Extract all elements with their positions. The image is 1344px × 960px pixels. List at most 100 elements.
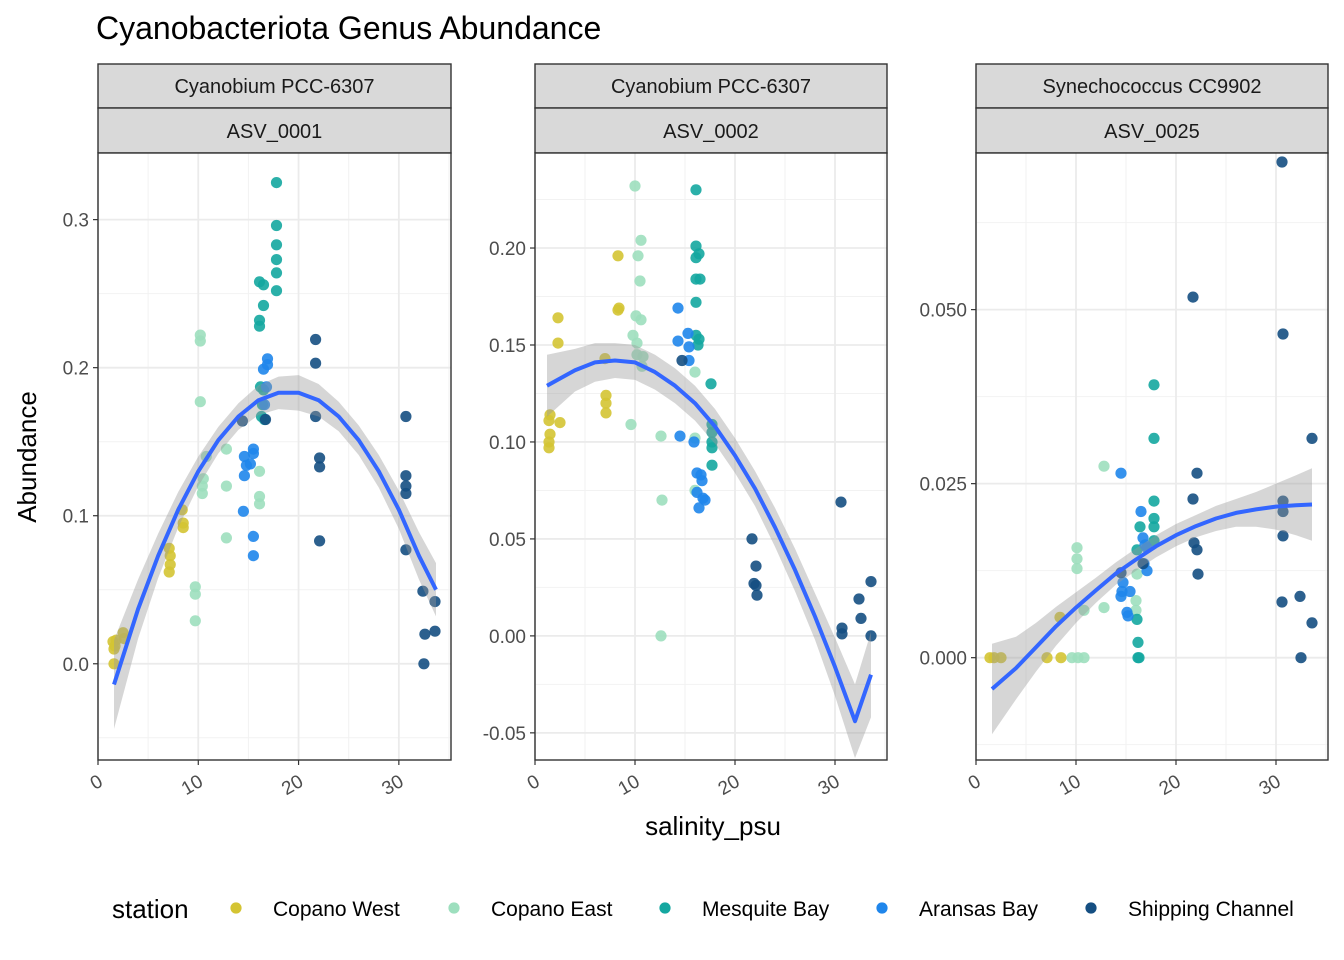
strip-genus-label: Cyanobium PCC-6307 [174,76,374,98]
point-copano-east [1131,568,1143,580]
legend: station Copano West Copano East Mesquite B… [112,894,1294,924]
point-aransas-bay [247,550,259,562]
point-copano-east [634,275,646,287]
point-copano-east [196,487,208,500]
point-aransas-bay [237,505,249,517]
point-mesquite-bay [270,219,283,232]
legend-key-shipping-channel [1085,902,1097,914]
point-shipping-channel [310,333,322,346]
panel-border [97,152,452,761]
point-shipping-channel [310,357,322,369]
point-copano-east [189,615,201,627]
legend-label-aransas-bay: Aransas Bay [919,898,1039,921]
legend-label-shipping-channel: Shipping Channel [1128,898,1294,921]
point-mesquite-bay [257,299,270,312]
point-copano-east [189,588,201,600]
panel-background [98,153,451,760]
point-copano-east [1130,604,1142,616]
point-aransas-bay [696,475,708,487]
point-copano-west [177,522,189,534]
point-shipping-channel [400,544,412,556]
panel-border [975,152,1329,761]
point-shipping-channel [417,585,429,597]
point-copano-east [253,498,266,510]
point-shipping-channel [400,470,412,482]
point-copano-east [1071,542,1083,554]
point-copano-east [194,335,206,347]
point-mesquite-bay [693,248,705,260]
point-aransas-bay [1117,576,1129,589]
point-mesquite-bay [1148,495,1160,507]
point-shipping-channel [314,461,326,473]
point-shipping-channel [400,410,412,423]
point-shipping-channel [259,413,272,426]
point-copano-west [554,417,566,429]
point-shipping-channel [1191,467,1203,479]
point-mesquite-bay [1131,613,1143,626]
point-mesquite-bay [270,177,283,189]
point-shipping-channel [746,533,758,545]
point-shipping-channel [314,452,326,464]
point-shipping-channel [1137,558,1149,570]
point-mesquite-bay [1131,544,1143,556]
point-copano-west [552,312,564,324]
points [107,177,441,670]
point-aransas-bay [693,502,705,514]
strip-genus-box [534,63,888,109]
point-copano-west [543,442,555,454]
legend-key-aransas-bay [876,902,888,914]
point-mesquite-bay [1132,636,1144,649]
point-aransas-bay [682,327,694,339]
panel-background [535,153,887,760]
point-aransas-bay [688,436,700,448]
point-shipping-channel [750,560,762,572]
strip-asv-label: ASV_0025 [1104,121,1200,143]
point-aransas-bay [1115,467,1127,479]
point-shipping-channel [1306,617,1318,629]
point-copano-east [655,430,667,442]
point-copano-east [197,473,209,485]
smooth-fit [990,468,1313,735]
confidence-ribbon [547,343,871,759]
confidence-ribbon [114,375,436,729]
point-shipping-channel [836,628,848,640]
legend-label-copano-west: Copano West [273,898,400,921]
point-mesquite-bay [1148,512,1160,525]
point-shipping-channel [419,628,431,640]
point-mesquite-bay [257,279,270,291]
legend-label-copano-east: Copano East [491,898,613,921]
y-tick-label: 0.15 [489,336,526,357]
y-tick-label: 0.20 [489,239,526,260]
point-shipping-channel [1306,432,1318,444]
point-copano-west [108,658,120,670]
point-shipping-channel [676,354,688,367]
point-shipping-channel [418,658,430,670]
legend-label-mesquite-bay: Mesquite Bay [702,898,830,921]
point-copano-east [1078,604,1090,616]
point-shipping-channel [855,612,867,625]
point-copano-east [629,180,641,192]
y-tick-label: 0.050 [919,301,967,322]
point-copano-east [625,418,637,431]
y-tick-label: 0.025 [919,475,967,496]
point-copano-west [163,566,175,578]
y-axis-title: Abundance [12,391,42,523]
point-shipping-channel [751,589,763,601]
point-copano-west [612,250,624,262]
point-copano-west [552,337,564,349]
strip-genus-label: Cyanobium PCC-6307 [611,76,811,98]
point-copano-east [689,366,701,378]
point-copano-east [656,494,668,506]
point-shipping-channel [750,579,762,592]
point-aransas-bay [699,494,711,506]
strip-asv-label: ASV_0001 [227,121,323,143]
point-mesquite-bay [706,442,718,454]
point-shipping-channel [1187,291,1199,303]
point-mesquite-bay [693,333,705,345]
point-aransas-bay [1116,585,1128,598]
point-aransas-bay [247,443,259,455]
point-mesquite-bay [270,267,283,279]
point-mesquite-bay [706,459,718,471]
